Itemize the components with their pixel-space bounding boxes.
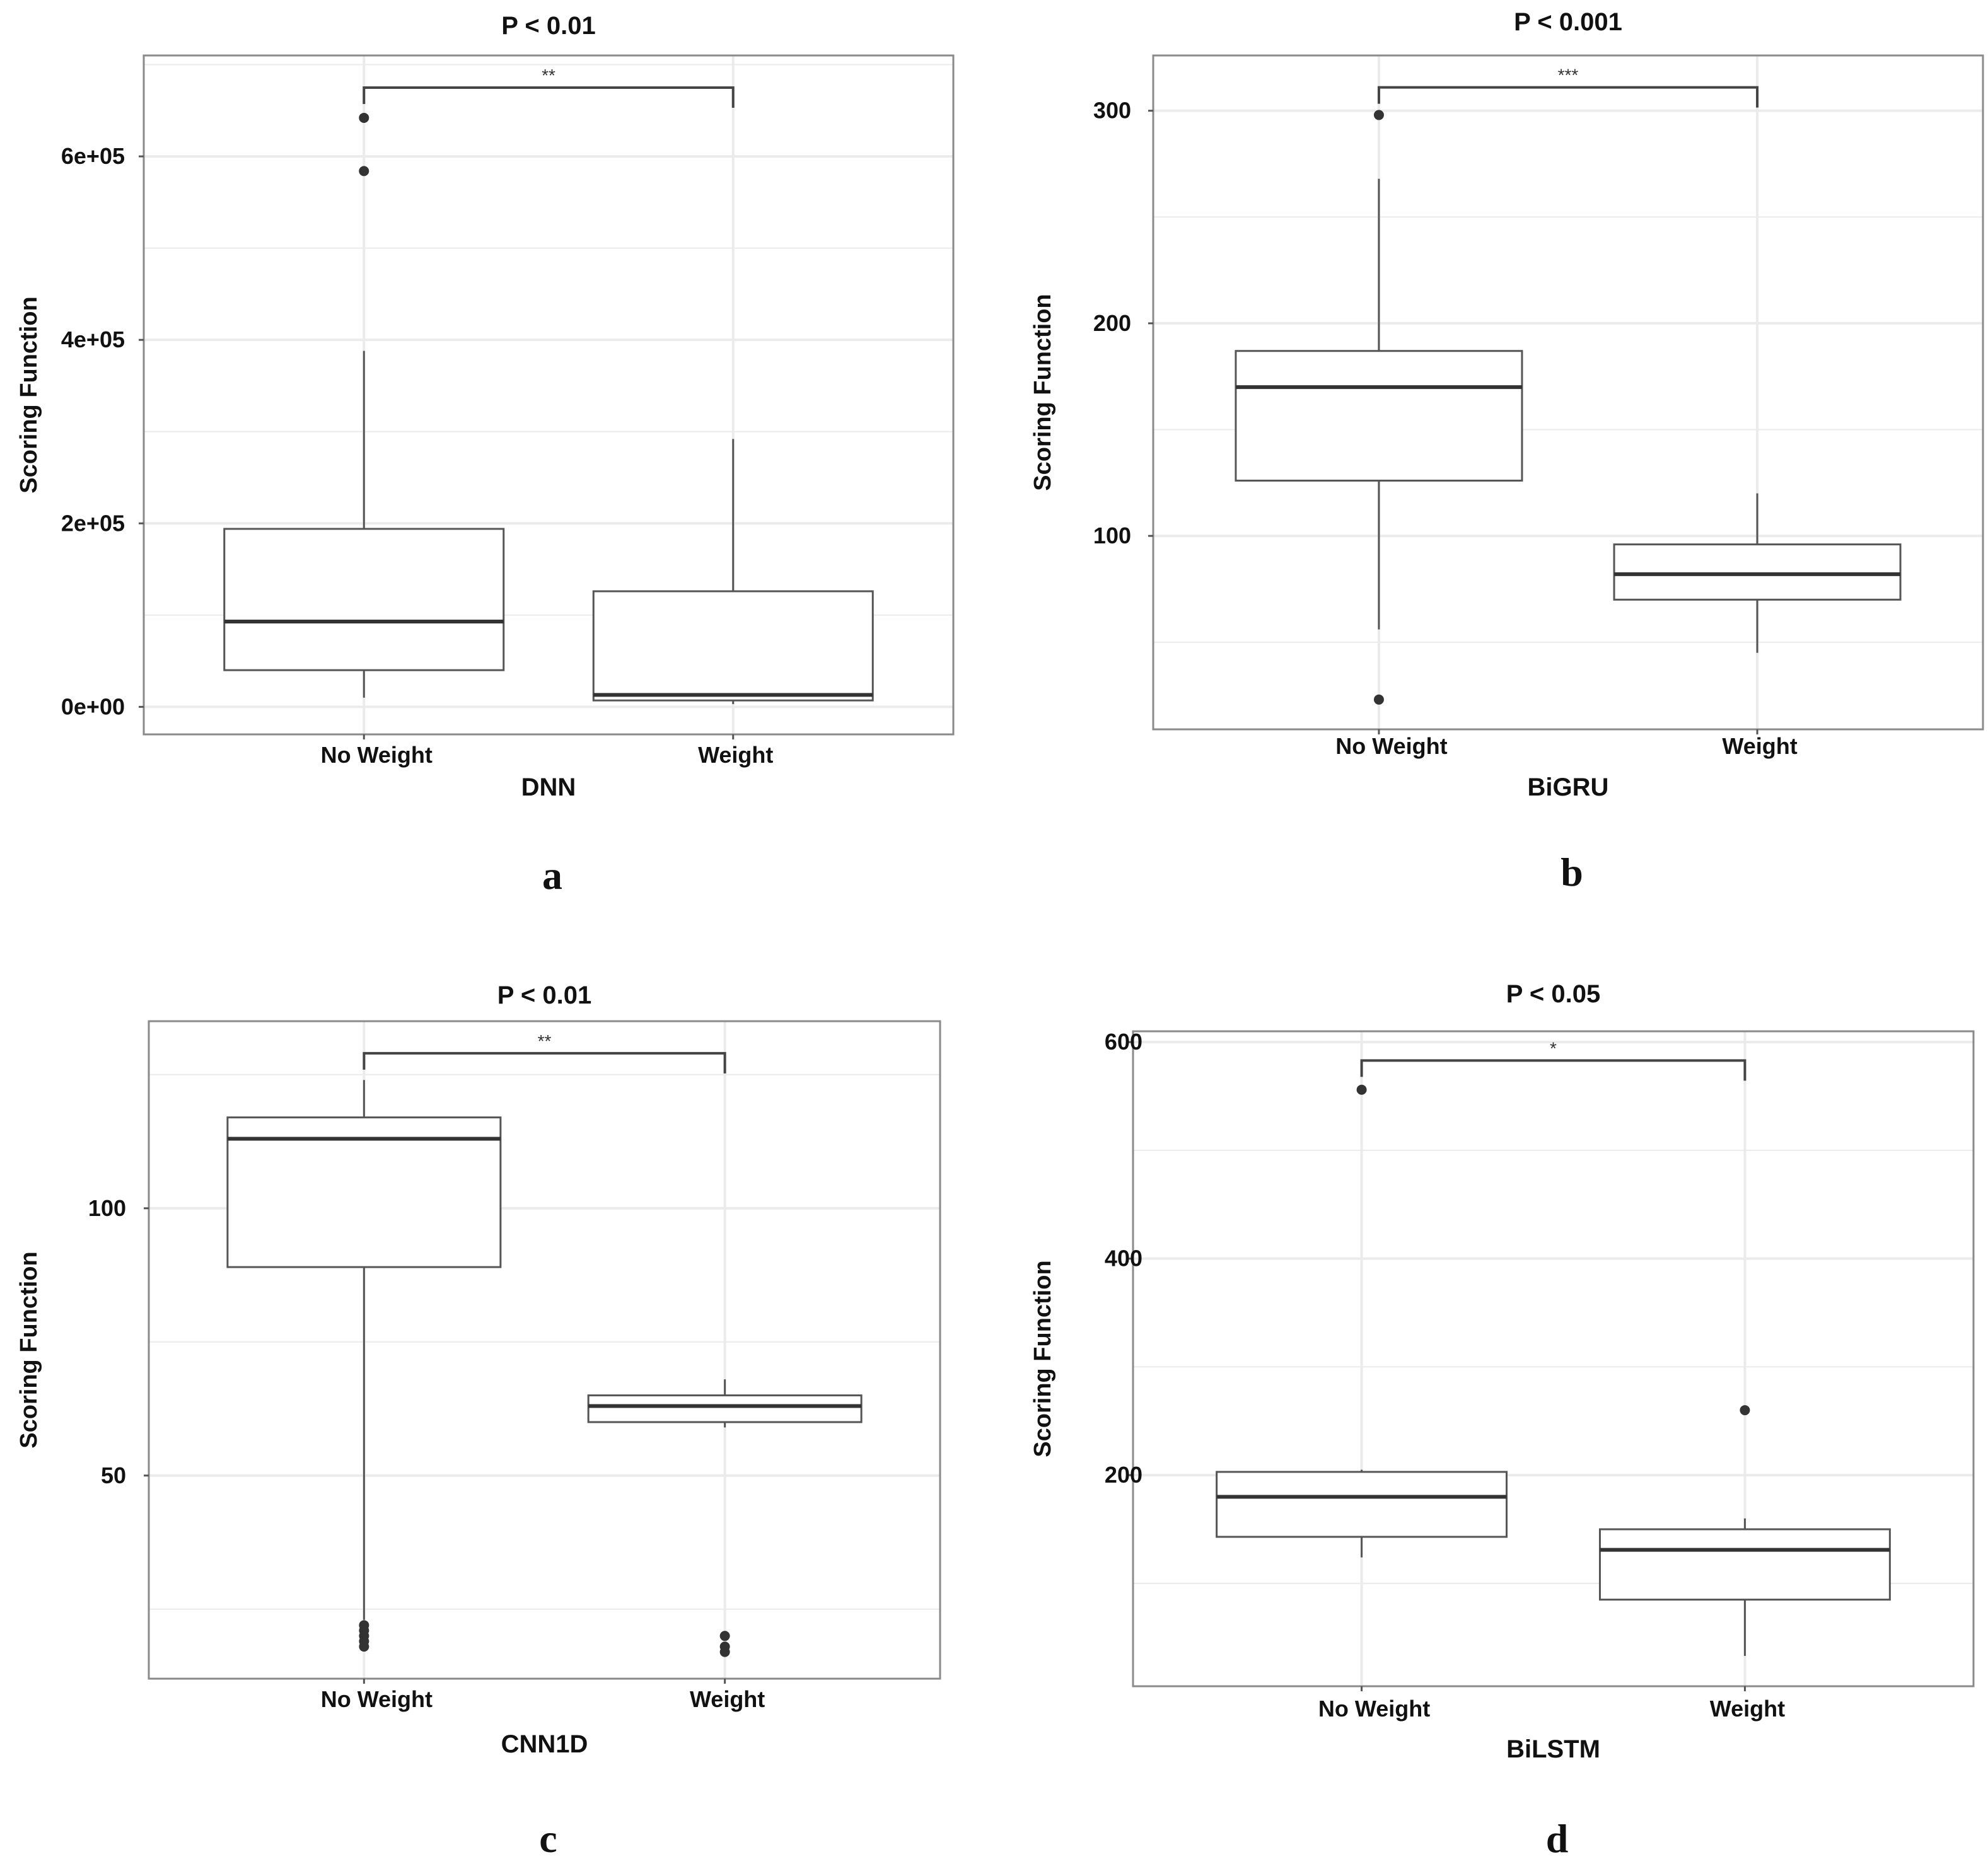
- significance-stars: ***: [1558, 66, 1579, 85]
- y-tick-label: 2e+05: [61, 510, 125, 536]
- panel-letter: c: [539, 1816, 557, 1861]
- x-tick-label: Weight: [690, 1686, 765, 1712]
- outlier-point: [719, 1631, 730, 1641]
- iqr-box: [592, 590, 874, 702]
- x-axis-label: CNN1D: [501, 1730, 588, 1758]
- outlier-point: [1740, 1405, 1750, 1416]
- outlier-point: [359, 166, 369, 177]
- panel-title: P < 0.01: [501, 12, 595, 40]
- box-weight: [1598, 1405, 1891, 1656]
- x-axis-label: BiGRU: [1528, 773, 1609, 801]
- x-axis-label: DNN: [521, 773, 576, 801]
- iqr-box: [1613, 543, 1902, 601]
- x-tick-label: Weight: [1722, 733, 1797, 759]
- panel-a: ** 0e+00 2e+05 4e+05 6e+05 No Weight Weight P <…: [16, 12, 955, 898]
- y-tick-label: 100: [1093, 523, 1131, 548]
- iqr-box: [1235, 350, 1523, 482]
- box-weight: [592, 439, 874, 704]
- panel-letter: a: [542, 853, 562, 898]
- box-no-weight: [1216, 1084, 1508, 1558]
- iqr-box: [226, 1116, 502, 1268]
- x-axis-label: BiLSTM: [1506, 1735, 1600, 1763]
- panel-border: [1152, 54, 1984, 731]
- box-weight: [587, 1379, 863, 1657]
- y-tick-label: 600: [1105, 1029, 1142, 1055]
- iqr-box: [1598, 1528, 1891, 1601]
- y-tick-label: 100: [88, 1195, 126, 1221]
- x-tick-label: No Weight: [1318, 1696, 1430, 1722]
- y-axis-label: Scoring Function: [1030, 1260, 1056, 1457]
- box-no-weight: [226, 1080, 502, 1652]
- y-tick-label: 4e+05: [61, 327, 125, 352]
- panel-b: *** 100 200 300 No Weight Weight P < 0.001 BiGR…: [1030, 8, 1984, 894]
- y-tick-label: 200: [1105, 1462, 1142, 1488]
- significance-bracket: [1377, 86, 1759, 108]
- x-tick-label: Weight: [1710, 1696, 1785, 1722]
- x-tick-label: No Weight: [1335, 733, 1447, 759]
- y-axis-label: Scoring Function: [1030, 294, 1056, 490]
- significance-stars: **: [542, 66, 555, 85]
- iqr-box: [223, 528, 505, 671]
- significance-stars: **: [538, 1031, 552, 1051]
- iqr-box: [587, 1394, 863, 1423]
- y-tick-label: 6e+05: [61, 143, 125, 169]
- box-no-weight: [1235, 110, 1523, 705]
- x-tick-label: No Weight: [321, 742, 433, 768]
- y-axis-label: Scoring Function: [16, 1251, 42, 1448]
- panel-c: ** 50 100 No Weight Weight P < 0.01 CNN1D Scori…: [16, 981, 941, 1861]
- x-tick-label: No Weight: [321, 1686, 433, 1712]
- outlier-point: [1356, 1084, 1367, 1095]
- y-tick-label: 0e+00: [61, 693, 125, 719]
- panel-border: [148, 1020, 941, 1680]
- box-no-weight: [223, 112, 505, 698]
- panel-border: [1132, 1030, 1975, 1687]
- significance-bracket: [1360, 1059, 1747, 1081]
- y-tick-label: 300: [1093, 98, 1131, 124]
- panel-title: P < 0.01: [497, 981, 591, 1009]
- panel-title: P < 0.05: [1506, 980, 1600, 1008]
- box-weight: [1613, 493, 1902, 653]
- outlier-point: [359, 1641, 369, 1652]
- y-axis-label: Scoring Function: [16, 296, 42, 493]
- significance-stars: *: [1550, 1038, 1557, 1058]
- iqr-box: [1216, 1471, 1508, 1538]
- y-tick-label: 200: [1093, 310, 1131, 336]
- significance-bracket: [363, 86, 735, 108]
- y-tick-label: 50: [101, 1462, 126, 1488]
- panel-letter: b: [1561, 850, 1583, 894]
- outlier-point: [1373, 694, 1384, 705]
- panel-title: P < 0.001: [1514, 8, 1622, 36]
- x-tick-label: Weight: [698, 742, 773, 768]
- outlier-point: [1373, 110, 1384, 120]
- outlier-point: [719, 1647, 730, 1657]
- panel-border: [142, 54, 955, 736]
- y-tick-label: 400: [1105, 1246, 1142, 1271]
- panel-letter: d: [1546, 1816, 1569, 1861]
- panel-d: * 200 400 600 No Weight Weight P < 0.05 BiLSTM S…: [1030, 980, 1975, 1861]
- significance-bracket: [363, 1051, 726, 1074]
- outlier-point: [359, 112, 369, 123]
